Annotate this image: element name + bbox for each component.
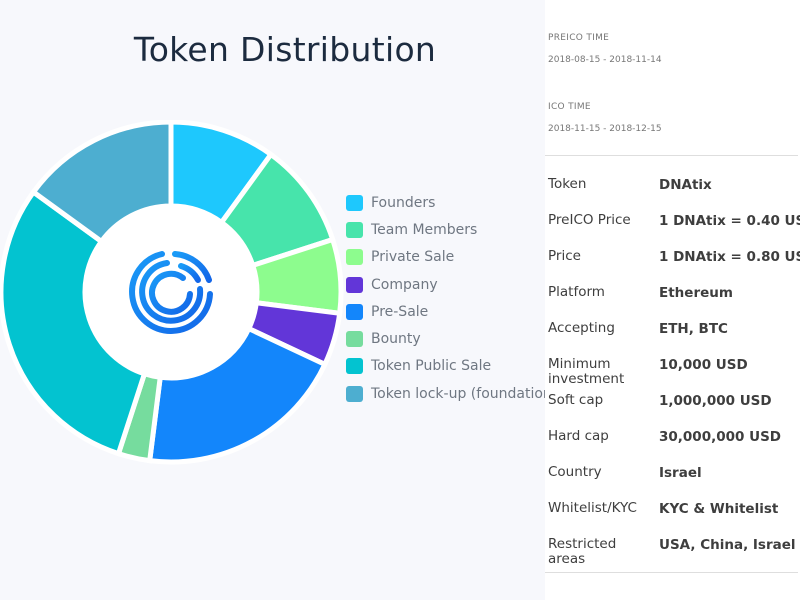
legend-item[interactable]: Private Sale [346, 244, 557, 271]
brand-logo-icon [129, 251, 213, 334]
detail-row: Accepting ETH, BTC [548, 321, 800, 357]
detail-row: Platform Ethereum [548, 285, 800, 321]
detail-row: Minimum investment 10,000 USD [548, 357, 800, 393]
legend-swatch [346, 249, 363, 266]
detail-key: Minimum investment [548, 356, 625, 387]
detail-key: Country [548, 464, 602, 480]
legend-swatch [346, 331, 363, 348]
legend-item[interactable]: Founders [346, 189, 557, 216]
detail-row: Country Israel [548, 465, 800, 501]
detail-value: KYC & Whitelist [659, 501, 779, 517]
detail-value: 10,000 USD [659, 357, 748, 373]
legend-label: Company [371, 276, 438, 293]
preico-time-value: 2018-08-15 - 2018-11-14 [548, 55, 662, 65]
detail-key: Restricted areas [548, 536, 617, 567]
legend-item[interactable]: Bounty [346, 325, 557, 352]
legend-swatch [346, 221, 363, 238]
slice-token-public-sale[interactable] [0, 188, 148, 457]
legend-swatch [346, 303, 363, 320]
legend-item[interactable]: Team Members [346, 216, 557, 243]
detail-value: 1 DNAtix = 0.80 USD [659, 249, 800, 265]
legend-item[interactable]: Token lock-up (foundation) [346, 380, 557, 407]
legend-item[interactable]: Pre-Sale [346, 298, 557, 325]
detail-row: Soft cap 1,000,000 USD [548, 393, 800, 429]
detail-value: 30,000,000 USD [659, 429, 781, 445]
detail-key: PreICO Price [548, 212, 631, 228]
legend-label: Token lock-up (foundation) [371, 385, 558, 402]
legend-label: Founders [371, 194, 436, 211]
chart-panel: Token Distribution Founders Team Members P… [0, 30, 558, 465]
detail-row: Whitelist/KYC KYC & Whitelist [548, 501, 800, 537]
legend-label: Token Public Sale [371, 358, 492, 375]
donut-chart [0, 120, 344, 465]
detail-value: 1 DNAtix = 0.40 USD [659, 213, 800, 229]
legend-swatch [346, 194, 363, 211]
legend-label: Bounty [371, 331, 421, 348]
legend-label: Pre-Sale [371, 303, 429, 320]
ico-time-label: ICO TIME [548, 102, 591, 112]
ico-time-value: 2018-11-15 - 2018-12-15 [548, 124, 662, 134]
detail-key: Whitelist/KYC [548, 500, 637, 516]
detail-value: DNAtix [659, 177, 712, 193]
detail-key: Accepting [548, 320, 615, 336]
slice-token-lock-up-foundation[interactable] [29, 120, 174, 245]
detail-value: 1,000,000 USD [659, 393, 772, 409]
detail-key: Soft cap [548, 392, 604, 408]
detail-key: Token [548, 176, 587, 192]
chart-legend: Founders Team Members Private Sale Company P… [346, 189, 557, 407]
chart-title: Token Distribution [133, 30, 437, 69]
divider [545, 572, 798, 573]
legend-item[interactable]: Company [346, 271, 557, 298]
legend-item[interactable]: Token Public Sale [346, 353, 557, 380]
detail-key: Price [548, 248, 581, 264]
detail-row: PreICO Price 1 DNAtix = 0.40 USD [548, 213, 800, 249]
detail-key: Hard cap [548, 428, 609, 444]
preico-time-label: PREICO TIME [548, 33, 610, 43]
detail-value: USA, China, Israel [659, 537, 796, 553]
legend-swatch [346, 276, 363, 293]
detail-row: Price 1 DNAtix = 0.80 USD [548, 249, 800, 285]
ico-info-panel: PREICO TIME 2018-08-15 - 2018-11-14 ICO … [545, 0, 800, 600]
legend-swatch [346, 385, 363, 402]
detail-value: ETH, BTC [659, 321, 728, 337]
detail-key: Platform [548, 284, 605, 300]
detail-value: Ethereum [659, 285, 733, 301]
legend-label: Team Members [371, 221, 478, 238]
detail-row: Restricted areas USA, China, Israel [548, 537, 800, 573]
detail-value: Israel [659, 465, 702, 481]
divider [545, 155, 798, 156]
detail-row: Token DNAtix [548, 177, 800, 213]
detail-row: Hard cap 30,000,000 USD [548, 429, 800, 465]
slice-pre-sale[interactable] [146, 325, 329, 465]
legend-label: Private Sale [371, 249, 455, 266]
legend-swatch [346, 358, 363, 375]
